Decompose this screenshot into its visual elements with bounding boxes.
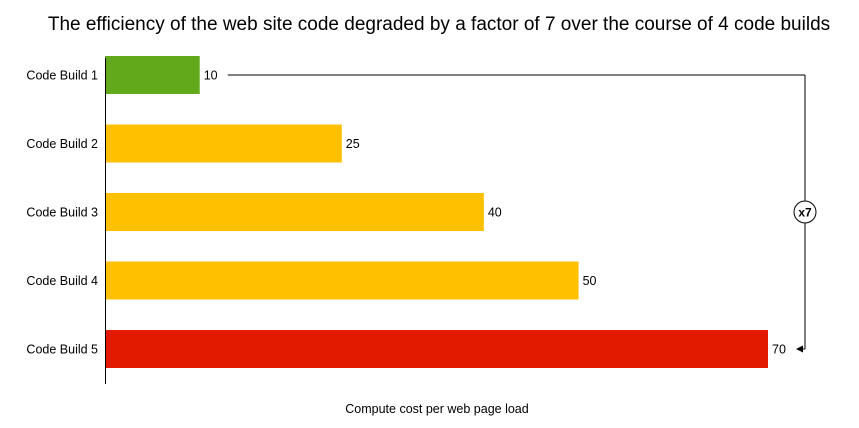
category-label-5: Code Build 5 [26, 343, 98, 357]
value-label-5: 70 [772, 343, 786, 357]
chart-title: The efficiency of the web site code degr… [48, 14, 830, 35]
bar-5 [105, 330, 768, 368]
value-label-2: 25 [346, 137, 360, 151]
bars-layer: Code Build 1 10 Code Build 2 25 Code Build 3… [26, 56, 786, 368]
category-label-3: Code Build 3 [26, 206, 98, 220]
value-label-4: 50 [583, 274, 597, 288]
bar-2 [105, 124, 342, 163]
annotation-arrowhead [796, 345, 803, 353]
annotation-label: x7 [798, 206, 812, 220]
bar-3 [105, 193, 484, 231]
x-axis-title: Compute cost per web page load [345, 402, 528, 416]
bar-1 [105, 56, 200, 94]
value-label-1: 10 [204, 69, 218, 83]
category-label-4: Code Build 4 [26, 274, 98, 288]
annotation-circle [793, 200, 817, 224]
bar-4 [105, 261, 579, 300]
category-label-2: Code Build 2 [26, 137, 98, 151]
category-label-1: Code Build 1 [26, 69, 98, 83]
value-label-3: 40 [488, 206, 502, 220]
factor-annotation: x7 [227, 74, 817, 353]
